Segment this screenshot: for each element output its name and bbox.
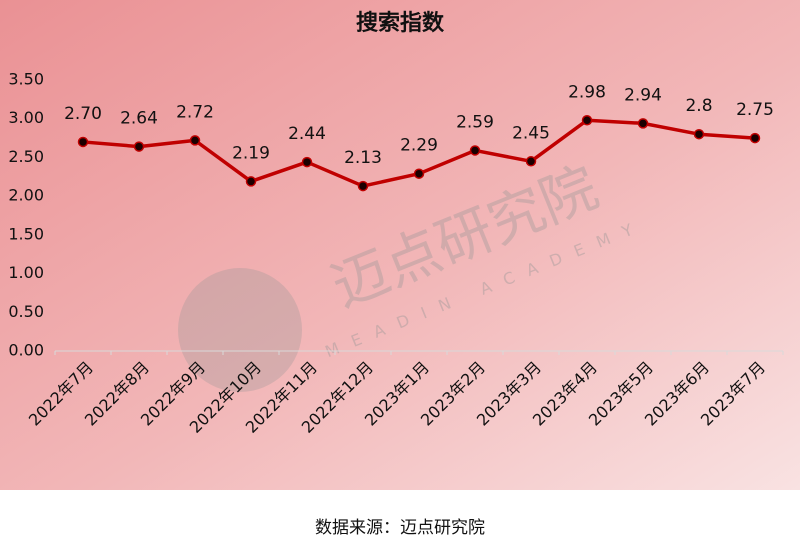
point [133,141,145,152]
point [189,135,201,146]
source-note: 数据来源：迈点研究院 [315,518,485,538]
point [749,132,761,144]
point [245,176,257,187]
y-tick-label: 3.00 [8,108,44,127]
point [301,156,313,168]
value-label: 2.13 [344,148,382,168]
point [413,168,425,179]
value-label: 2.64 [120,109,158,129]
value-label: 2.94 [624,85,662,105]
value-label: 2.8 [685,96,712,116]
value-label: 2.19 [232,143,270,163]
point [525,156,537,167]
chart-background [0,0,800,490]
y-tick-label: 2.00 [8,186,44,205]
value-label: 2.45 [512,123,550,143]
y-tick-label: 0.50 [8,302,44,321]
y-tick-label: 1.50 [8,224,44,243]
point [77,136,89,148]
chart-title: 搜索指数 [356,10,445,36]
value-label: 2.72 [176,102,214,122]
footer-background [0,490,800,545]
value-label: 2.44 [288,124,326,144]
point [469,145,481,156]
watermark-logo [178,268,302,392]
point [357,180,369,192]
point [581,115,593,126]
y-tick-label: 1.00 [8,263,44,282]
value-label: 2.59 [456,112,494,132]
value-label: 2.29 [400,136,438,156]
y-tick-label: 2.50 [8,147,44,166]
point [693,128,705,140]
y-tick-label: 3.50 [8,70,44,89]
y-tick-label: 0.00 [8,341,44,360]
point [637,118,649,129]
value-label: 2.98 [568,82,606,102]
value-label: 2.70 [64,104,102,124]
value-label: 2.75 [736,100,774,120]
